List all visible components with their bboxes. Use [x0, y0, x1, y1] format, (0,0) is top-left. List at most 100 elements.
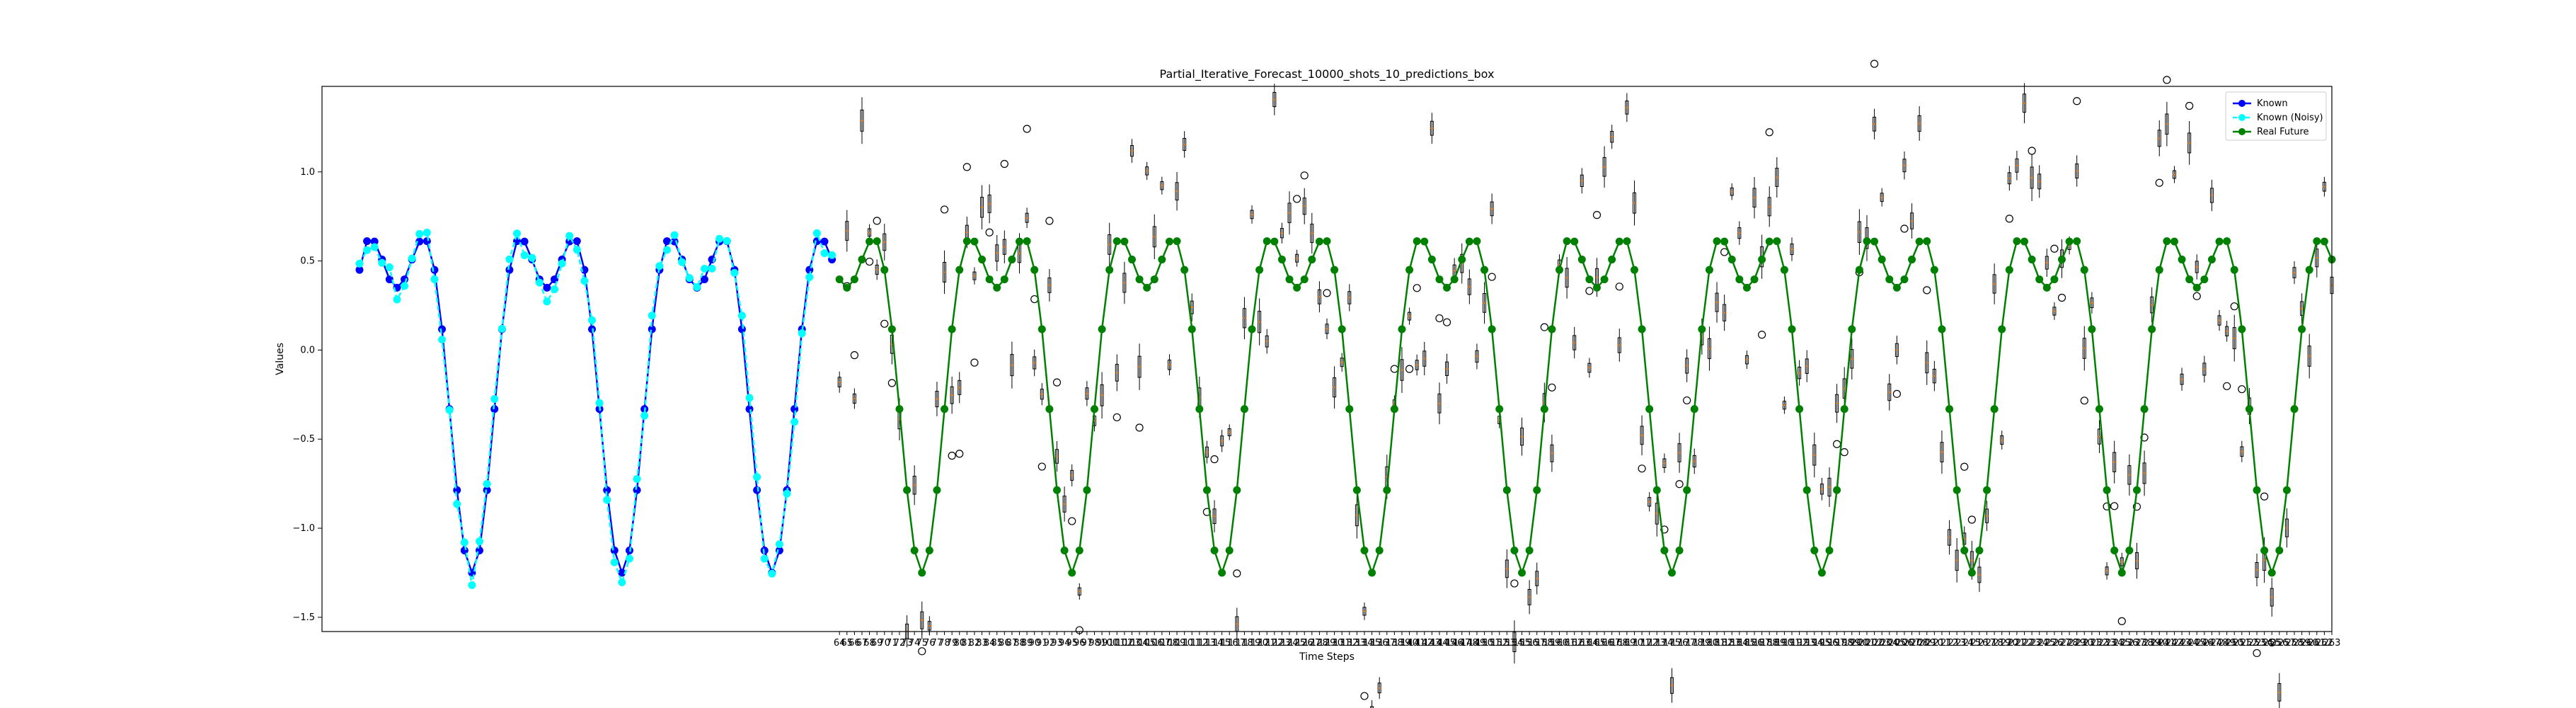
series-point — [1735, 275, 1744, 284]
box-outlier — [1765, 128, 1773, 137]
series-point — [385, 263, 393, 272]
prediction-box — [1030, 295, 1039, 377]
series-point — [708, 264, 716, 273]
x-tick-label: 206 — [1896, 638, 1914, 649]
prediction-box — [2307, 333, 2311, 379]
box-outlier — [1037, 462, 1046, 471]
x-tick-label: 256 — [2270, 638, 2288, 649]
series-point — [1090, 405, 1098, 413]
prediction-box — [1265, 329, 1269, 354]
prediction-box — [1692, 448, 1696, 474]
prediction-box — [1775, 157, 1779, 198]
x-tick-label: 68 — [863, 638, 875, 649]
series-point — [1638, 325, 1646, 333]
prediction-box — [1520, 417, 1524, 456]
series-point — [2223, 237, 2231, 246]
series-point — [1585, 275, 1594, 284]
series-point — [422, 229, 431, 237]
series-point — [1390, 405, 1398, 413]
x-tick-label: 204 — [1880, 638, 1898, 649]
series-point — [2185, 275, 2194, 284]
x-tick-label: 237 — [2128, 638, 2146, 649]
series-point — [693, 283, 701, 292]
prediction-box — [2185, 101, 2194, 165]
series-point — [1248, 325, 1256, 333]
series-point — [438, 325, 447, 333]
series-point — [2260, 546, 2269, 554]
series-point — [378, 258, 386, 267]
prediction-box — [1870, 59, 1879, 139]
x-tick-label: 242 — [2166, 638, 2183, 649]
series-point — [1308, 256, 1316, 264]
prediction-box — [1333, 366, 1337, 409]
series-point — [985, 275, 994, 284]
series-point — [587, 316, 596, 324]
legend-swatch-marker — [2238, 114, 2246, 121]
series-point — [430, 275, 439, 283]
prediction-box — [860, 97, 864, 144]
series-point — [1330, 266, 1339, 274]
prediction-box — [2163, 76, 2171, 147]
x-tick-label: 212 — [1940, 638, 1958, 649]
x-tick-label: 127 — [1303, 638, 1321, 649]
series-point — [790, 418, 799, 426]
x-tick-label: 75 — [916, 638, 928, 649]
box-outlier — [1923, 286, 1931, 295]
prediction-box — [1632, 180, 1636, 226]
prediction-box — [2150, 287, 2154, 323]
x-tick-label: 243 — [2173, 638, 2191, 649]
prediction-box — [1610, 125, 1614, 149]
box-outlier — [962, 163, 971, 171]
x-tick-label: 138 — [1386, 638, 1403, 649]
legend-swatch-marker — [2238, 100, 2246, 107]
box-outlier — [1488, 273, 1496, 281]
series-point — [843, 283, 851, 292]
series-point — [1127, 256, 1136, 264]
prediction-box — [1167, 354, 1171, 376]
series-point — [513, 229, 522, 238]
x-tick-label: 70 — [879, 638, 891, 649]
x-tick-label: 120 — [1250, 638, 1268, 649]
series-point — [1848, 325, 1856, 333]
series-point — [595, 399, 604, 407]
series-point — [820, 237, 829, 246]
prediction-box — [1355, 492, 1359, 539]
x-tick-label: 104 — [1131, 638, 1149, 649]
prediction-box — [1892, 336, 1901, 398]
prediction-box — [1887, 374, 1892, 411]
series-point — [933, 486, 941, 494]
series-point — [1465, 237, 1473, 246]
prediction-box — [2073, 97, 2081, 187]
prediction-box — [1737, 221, 1742, 245]
series-point — [2095, 405, 2103, 413]
x-tick-label: 84 — [984, 638, 996, 649]
box-outlier — [1592, 211, 1602, 219]
series-point — [1556, 266, 1564, 274]
prediction-box — [1648, 492, 1652, 512]
series-point — [1338, 325, 1346, 333]
x-tick-label: 238 — [2136, 638, 2154, 649]
x-tick-label: 103 — [1123, 638, 1141, 649]
prediction-box — [1129, 139, 1134, 163]
x-tick-label: 98 — [1088, 638, 1100, 649]
box-outlier — [865, 257, 874, 266]
series-point — [970, 237, 979, 246]
box-outlier — [1413, 284, 1421, 292]
series-point — [1548, 325, 1556, 333]
series-point — [355, 266, 364, 274]
series-point — [2035, 275, 2044, 284]
series-point — [1540, 405, 1548, 413]
series-point — [1577, 256, 1586, 264]
series-point — [2245, 405, 2253, 413]
series-point — [1975, 546, 1984, 554]
prediction-box — [1730, 183, 1734, 200]
box-outlier — [850, 351, 858, 360]
series-point — [1923, 237, 1931, 246]
series-point — [1720, 237, 1729, 246]
x-tick-label: 239 — [2143, 638, 2161, 649]
series-point — [1713, 237, 1721, 246]
x-tick-label: 126 — [1296, 638, 1313, 649]
series-point — [551, 285, 559, 294]
prediction-box — [1202, 440, 1212, 516]
x-tick-label: 136 — [1371, 638, 1388, 649]
